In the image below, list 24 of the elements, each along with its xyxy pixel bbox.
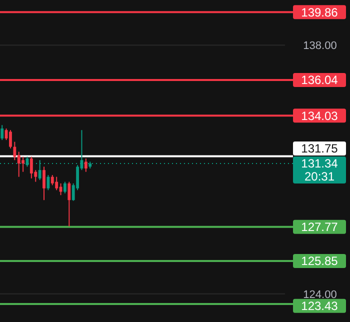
candlestick: [0, 124, 4, 141]
ref-line-label: 131.75: [301, 142, 338, 156]
text: 20:31: [304, 170, 335, 184]
ref-line-label: 136.04: [301, 73, 338, 88]
ref-line-label: 125.85: [301, 254, 338, 268]
ref-line-label: 134.03: [301, 108, 338, 123]
candlestick: [46, 174, 50, 191]
ref-line-label: 131.34: [301, 156, 338, 171]
candlestick: [68, 181, 71, 227]
candlestick: [84, 158, 88, 172]
candlestick: [9, 130, 12, 149]
ref-line-label: 139.86: [301, 5, 338, 20]
ref-line-label: 127.77: [301, 220, 338, 234]
candlestick: [22, 156, 25, 172]
candlestick: [42, 166, 46, 201]
candlestick: [17, 151, 20, 178]
candlestick: [13, 141, 16, 161]
candlestick: [55, 176, 58, 191]
y-tick-label: 138.00: [303, 40, 337, 52]
candlestick: [63, 181, 66, 194]
candlestick: [30, 156, 33, 179]
y-tick-label: 124.00: [303, 288, 337, 301]
ref-line-label: 123.43: [301, 299, 338, 314]
candlestick: [50, 174, 54, 186]
